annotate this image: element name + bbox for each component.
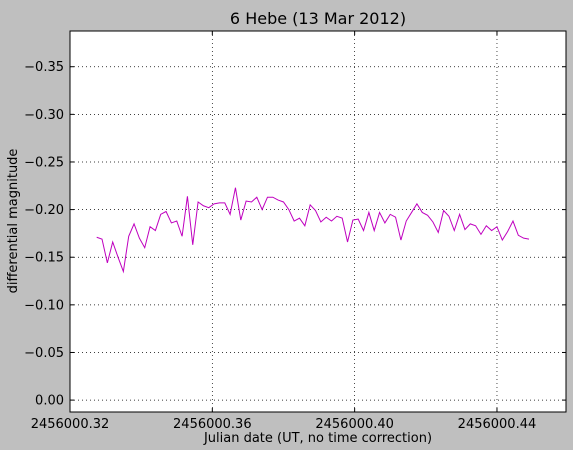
plot-frame: [69, 30, 567, 413]
x-tick-label: 2456000.36: [173, 417, 252, 432]
y-tick-label: −0.05: [24, 346, 64, 361]
y-tick-label: −0.25: [24, 155, 64, 170]
y-tick-label: 0.00: [35, 394, 64, 409]
grid: [69, 31, 566, 412]
y-tick-label: −0.35: [24, 60, 64, 75]
data-line: [96, 187, 530, 274]
marks: [96, 187, 530, 274]
x-tick-label: 2456000.44: [458, 417, 537, 432]
chart-title: 6 Hebe (13 Mar 2012): [230, 9, 406, 28]
x-tick-label: 2456000.32: [31, 417, 110, 432]
y-tick-label: −0.20: [24, 203, 64, 218]
y-axis-label: differential magnitude: [6, 149, 21, 294]
plot-area: [70, 31, 566, 412]
y-tick-label: −0.30: [24, 108, 64, 123]
x-axis-label: Julian date (UT, no time correction): [203, 431, 432, 446]
x-tick-label: 2456000.40: [315, 417, 394, 432]
y-tick-label: −0.10: [24, 298, 64, 313]
y-tick-label: −0.15: [24, 251, 64, 266]
